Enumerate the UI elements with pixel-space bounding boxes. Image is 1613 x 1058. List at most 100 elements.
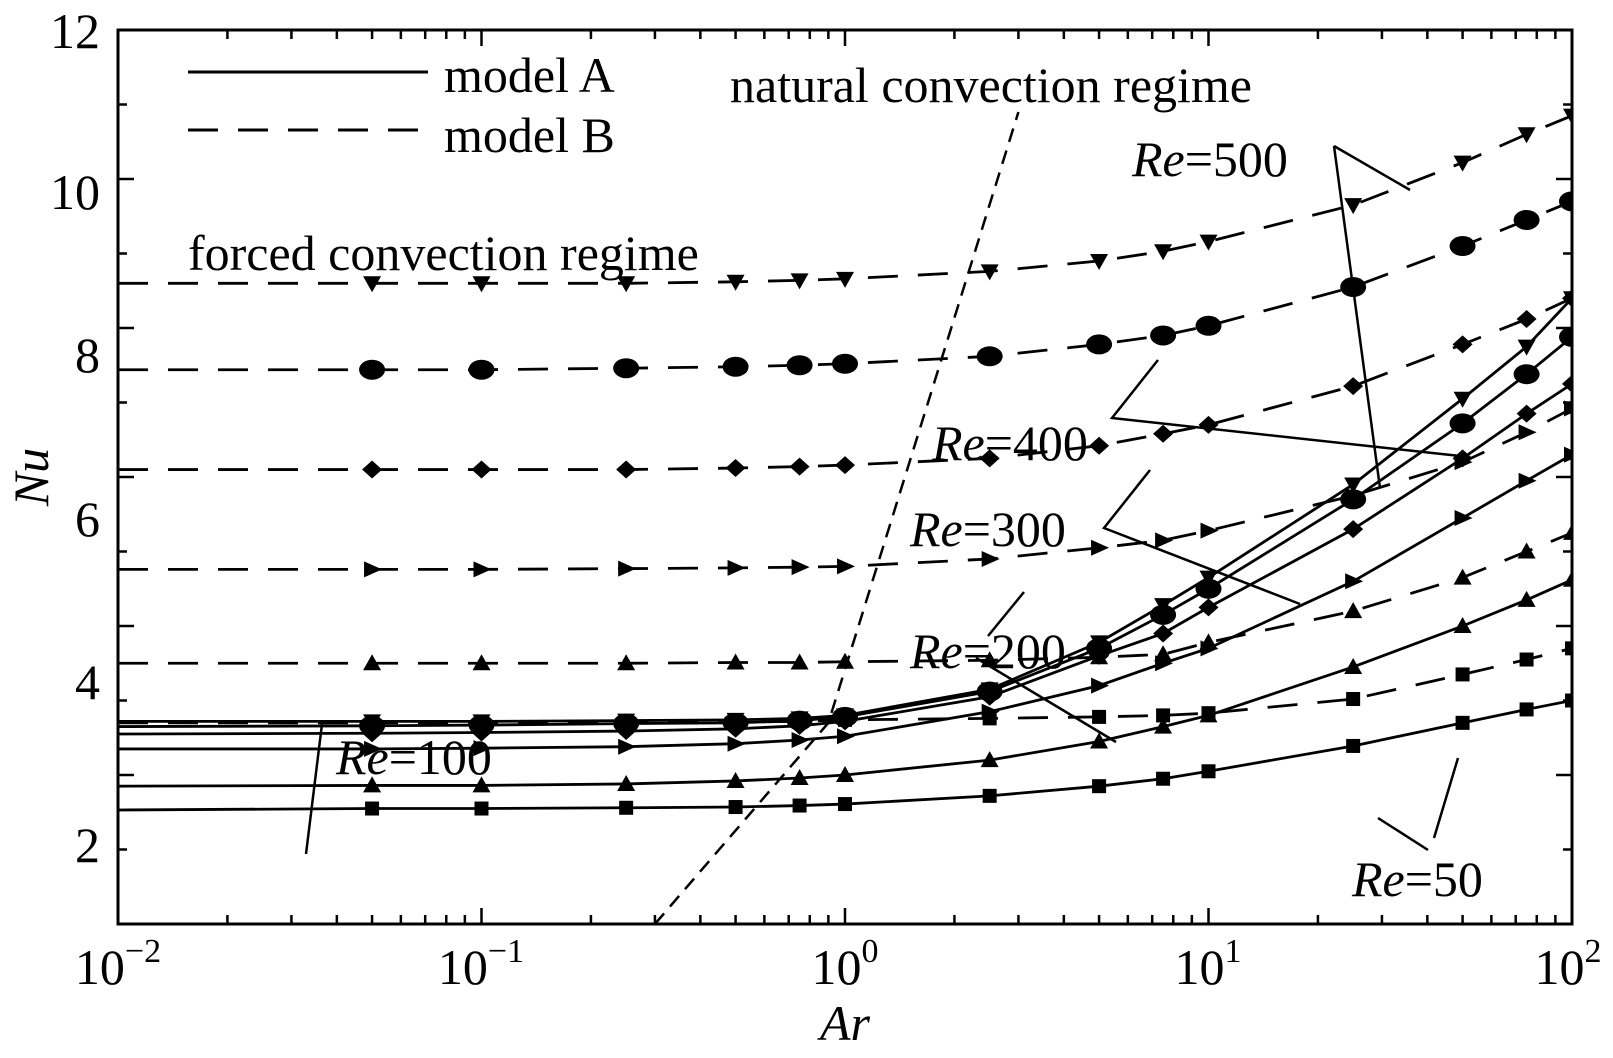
plot-frame <box>116 28 1574 926</box>
data-point-re100-model-b <box>790 653 809 670</box>
y-tick-label: 4 <box>75 654 100 710</box>
data-point-re50-model-a <box>1346 738 1361 753</box>
data-point-re400-model-b <box>1513 209 1540 230</box>
x-tick-label: 102 <box>1535 933 1602 995</box>
data-point-re100-model-a <box>472 776 491 793</box>
data-point-re100-model-a <box>1517 590 1536 607</box>
data-point-re100-model-a <box>1453 617 1472 633</box>
data-point-re50-model-b <box>1092 709 1107 724</box>
data-point-re500-model-b <box>617 276 636 293</box>
data-point-re50-model-b <box>365 715 380 730</box>
data-point-re400-model-b <box>1559 191 1572 212</box>
annotation-leaders <box>304 144 1461 855</box>
data-point-re500-model-b <box>472 276 491 293</box>
re400-label: Re=400 <box>931 415 1088 471</box>
re300-leader <box>1101 469 1301 606</box>
data-point-re500-model-b <box>1453 155 1472 172</box>
data-point-re400-model-b <box>832 353 858 374</box>
re500-leader <box>1333 144 1411 192</box>
data-point-re100-model-a <box>617 774 636 791</box>
data-point-re200-model-a <box>473 740 492 757</box>
data-point-re500-model-a <box>1154 598 1173 615</box>
y-tick-label: 8 <box>75 327 100 383</box>
data-point-re400-model-b <box>976 346 1003 367</box>
data-point-re200-model-b <box>791 559 810 576</box>
data-point-re300-model-b <box>1343 377 1364 396</box>
data-point-re300-model-a <box>1198 598 1219 617</box>
data-point-re400-model-b <box>1086 334 1113 355</box>
data-point-re400-model-b <box>1150 325 1177 346</box>
data-point-re500-model-b <box>1154 244 1173 261</box>
data-point-re500-model-b <box>980 264 999 281</box>
data-point-re200-model-b <box>727 559 746 576</box>
data-point-re100-model-b <box>1199 633 1218 650</box>
data-point-re50-model-a <box>1092 779 1107 794</box>
data-point-re50-model-a <box>1156 771 1171 786</box>
data-point-re50-model-a <box>1201 764 1216 779</box>
data-point-re50-model-a <box>1519 702 1534 717</box>
data-point-re200-model-b <box>837 558 855 575</box>
data-point-re400-model-b <box>613 358 640 379</box>
data-point-re50-model-a <box>792 798 807 813</box>
data-point-re200-model-a <box>791 731 810 748</box>
data-point-re200-model-b <box>1200 522 1219 539</box>
data-point-re200-model-a <box>1518 472 1537 489</box>
data-point-re400-model-b <box>1449 236 1476 257</box>
data-point-re100-model-a <box>726 771 745 788</box>
re100-leader <box>304 723 324 855</box>
data-point-re500-model-b <box>1090 253 1109 270</box>
data-point-re300-model-b <box>471 460 492 479</box>
y-axis-label: Nu <box>3 448 59 507</box>
data-point-re200-model-a <box>837 728 855 745</box>
data-point-re50-model-a <box>619 800 634 815</box>
y-tick-label: 12 <box>50 3 100 59</box>
data-point-re400-model-b <box>1195 315 1222 336</box>
data-point-re50-model-b <box>474 715 489 730</box>
data-point-re100-model-b <box>1563 523 1572 540</box>
data-point-re300-model-b <box>1198 415 1219 434</box>
re200-leader <box>987 591 1025 637</box>
data-point-re300-model-b <box>1516 310 1537 329</box>
data-point-re50-model-b <box>792 714 807 729</box>
data-point-re100-model-b <box>1344 602 1363 619</box>
data-point-re500-model-a <box>980 682 999 699</box>
data-point-re50-model-a <box>1455 715 1470 730</box>
data-point-re400-model-a <box>1559 326 1572 347</box>
data-point-re50-model-b <box>1565 641 1572 656</box>
data-point-re300-model-b <box>1089 436 1110 455</box>
forced-regime-label: forced convection regime <box>188 225 699 281</box>
data-point-re300-model-a <box>1153 624 1174 643</box>
data-point-re50-model-b <box>1519 652 1534 667</box>
data-point-re50-model-b <box>982 711 997 726</box>
data-point-re400-model-a <box>1150 604 1177 625</box>
data-point-re100-model-b <box>836 652 854 669</box>
data-point-re200-model-b <box>364 561 383 578</box>
x-tick-label: 10−2 <box>75 933 161 995</box>
data-point-re200-model-a <box>1454 509 1473 526</box>
data-point-re300-model-b <box>789 457 810 476</box>
data-point-re50-model-b <box>1156 708 1171 723</box>
data-point-re50-model-b <box>1346 692 1361 707</box>
data-point-re50-model-a <box>838 797 852 812</box>
data-point-re500-model-b <box>363 276 382 293</box>
data-point-re300-model-b <box>979 449 1000 468</box>
re50-leader <box>1377 816 1429 852</box>
data-point-re200-model-b <box>1345 487 1364 504</box>
data-point-re500-model-b <box>726 274 745 291</box>
data-point-re50-model-b <box>1201 706 1216 721</box>
data-point-re200-model-a <box>618 738 637 755</box>
data-point-re200-model-a <box>1564 446 1572 463</box>
data-point-re100-model-b <box>472 654 491 671</box>
data-point-re300-model-a <box>1516 404 1537 423</box>
legend-label-model-a: model A <box>444 47 615 103</box>
data-point-re500-model-b <box>1344 198 1363 215</box>
data-point-re100-model-a <box>980 751 999 768</box>
data-point-re50-model-a <box>365 801 380 816</box>
data-point-re300-model-b <box>725 459 746 478</box>
data-point-re300-model-a <box>1562 374 1572 393</box>
x-tick-label: 101 <box>1175 933 1242 995</box>
data-point-re500-model-a <box>1344 477 1363 494</box>
re500-leader <box>1332 145 1382 489</box>
marker-layer <box>359 108 1572 816</box>
